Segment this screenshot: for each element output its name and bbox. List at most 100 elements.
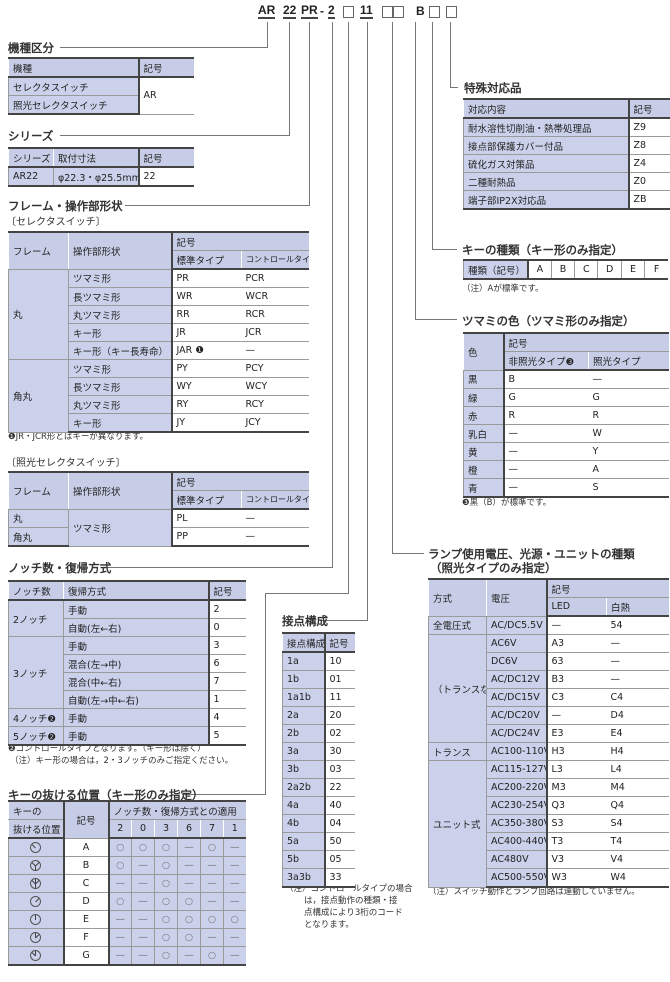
table-cell: 緑 (463, 388, 504, 407)
table-row: トランス AC100-110V H3 H4 (428, 742, 669, 761)
table-cell: 角丸 (8, 527, 69, 547)
table-cell: RY (170, 395, 242, 414)
applicability-mark: ○ (154, 928, 178, 947)
frame-note: ❶JR・JCR形とはキーが異なります。 (8, 432, 149, 442)
knob-color-table: 色記号 非照光タイプ❸ 照光タイプ黒 B — 緑 G G 赤 R R 乳白 — W 黄 — Y 橙 — A 青 — S (463, 332, 669, 498)
header-subrow: 抜ける位置 2 0 3 6 7 1 (8, 819, 246, 839)
table-row: 混合(中←右) 7 (9, 672, 246, 691)
table-cell: E3 (545, 724, 607, 743)
model-type-title: 機種区分 (8, 41, 54, 55)
key-type-b: B (550, 259, 575, 280)
table-row: 照光セレクタスイッチ (8, 95, 194, 115)
table-cell: セレクタスイッチ (8, 77, 139, 96)
applicability-mark: — (200, 928, 224, 947)
model-type-table: 機種 記号 セレクタスイッチ AR 照光セレクタスイッチ (8, 57, 194, 115)
table-cell: 手動 (63, 708, 209, 727)
table-row: C — — ○ — — — (8, 874, 246, 893)
code-contact: 11 (360, 3, 373, 19)
table-row: 5a 50 (282, 832, 355, 851)
column-subheader: 7 (200, 819, 224, 839)
applicability-mark: — (131, 856, 155, 875)
column-subheader: 標準タイプ (170, 250, 242, 270)
table-cell: 40 (323, 796, 355, 815)
key-type-note: （注）Aが標準です。 (462, 284, 544, 294)
applicability-mark: — (222, 874, 246, 893)
table-cell: 10 (323, 652, 355, 671)
table-cell: S4 (606, 814, 669, 833)
header-row: 方式 電圧 記号 (428, 578, 669, 617)
table-row: 5b 05 (282, 850, 355, 869)
table-cell: — (545, 616, 607, 635)
table-cell: 04 (323, 814, 355, 833)
table-cell: Z8 (627, 136, 670, 155)
table-cell: 黄 (463, 442, 504, 461)
table-cell: AC400-440V (486, 832, 547, 851)
key-position-f-icon (30, 932, 42, 943)
table-row: 3b 03 (282, 760, 355, 779)
table-row: 丸ツマミ形 RR RCR (9, 305, 309, 324)
table-cell: 端子部IP2X対応品 (463, 190, 629, 210)
table-cell: R (588, 406, 669, 425)
applicability-mark: — (222, 928, 246, 947)
table-cell: RCR (241, 305, 309, 324)
table-cell: 3 (207, 636, 246, 655)
applicability-mark: — (177, 838, 201, 857)
table-row: 5ノッチ❷ 手動 5 (8, 726, 246, 746)
code-frame: PR (301, 3, 318, 19)
table-row: セレクタスイッチ AR (8, 77, 194, 115)
applicability-mark: ○ (177, 928, 201, 947)
applicability-mark: ○ (107, 892, 132, 911)
column-header: 復帰方式 (63, 580, 209, 601)
table-cell: Z0 (627, 172, 670, 191)
table-cell: D4 (606, 706, 669, 725)
table-row: AC/DC12V B3— (429, 670, 669, 689)
table-cell: AC/DC5.5V (486, 616, 547, 635)
notch-note-2: （注）キー形の場合は，2・3ノッチのみご指定ください。 (10, 756, 234, 766)
table-row: AC/DC15V C3 C4 (429, 688, 669, 707)
table-row: 2b 02 (282, 724, 355, 743)
table-cell: 1a1b (282, 688, 325, 707)
table-row: 硫化ガス対策品 Z4 (463, 154, 670, 173)
frame-illuminated-label: 〔照光セレクタスイッチ〕 (6, 458, 126, 469)
applicability-mark: — (107, 910, 132, 929)
table-cell: PCY (241, 359, 309, 378)
key-position-code: C (62, 874, 109, 893)
applicability-mark: — (107, 874, 132, 893)
table-cell: L3 (545, 760, 607, 779)
table-row: 3ノッチ 手動 3 (8, 636, 246, 709)
table-cell: 乳白 (463, 424, 504, 443)
table-row: 2a2b 22 (282, 778, 355, 797)
table-row: 橙 — A (463, 460, 669, 479)
table-row: 全電圧式 AC/DC5.5V —54 (428, 616, 669, 635)
special-title: 特殊対応品 (464, 81, 522, 95)
table-cell: 二種耐熱品 (463, 172, 629, 191)
header-row: 接点構成 記号 (282, 632, 355, 653)
table-cell: — (241, 527, 309, 547)
table-cell: 青 (463, 478, 504, 498)
column-header: 記号 (137, 57, 194, 78)
table-cell: 50 (323, 832, 355, 851)
table-cell: 硫化ガス対策品 (463, 154, 629, 173)
table-row: D ○ — ○ ○ — — (8, 892, 246, 911)
key-position-code: G (62, 946, 109, 966)
table-cell: 5ノッチ❷ (8, 726, 64, 746)
frame-table: フレーム操作部形状記号標準タイプコントロールタイプ丸ツマミ形PRPCR長ツマミ形… (8, 231, 309, 433)
table-cell: 6 (207, 654, 246, 673)
column-header: キーの (8, 800, 64, 820)
header-subrow: 標準タイプコントロールタイプ (9, 250, 309, 270)
table-row: G — — ○ — ○ — (8, 946, 246, 966)
table-cell: — (502, 424, 589, 443)
table-cell: 2b (282, 724, 325, 743)
column-header: 接点構成 (282, 632, 325, 653)
table-cell: 54 (606, 616, 669, 635)
table-cell: キー形 (68, 323, 172, 342)
key-position-cell (8, 928, 64, 947)
key-position-cell (8, 838, 64, 857)
key-type-table: 種類（記号） A B C D E F (463, 259, 668, 280)
table-cell: 1a (282, 652, 325, 671)
table-cell: 手動 (63, 726, 209, 746)
column-header: ノッチ数・復帰方式との適用 (107, 800, 246, 820)
header-subrow: LED 白熱 (429, 597, 669, 617)
